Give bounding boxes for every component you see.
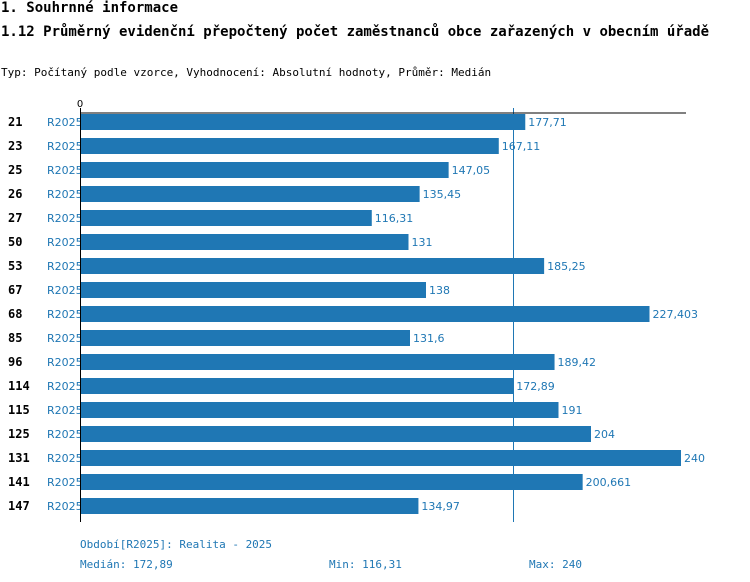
value-label: 172,89: [516, 380, 555, 393]
category-label: 25: [8, 163, 22, 177]
value-label: 131,6: [413, 332, 445, 345]
value-label: 177,71: [528, 116, 567, 129]
category-label: 114: [8, 379, 30, 393]
value-label: 131: [412, 236, 433, 249]
series-label: R2025: [47, 404, 83, 417]
series-label: R2025: [47, 284, 83, 297]
category-label: 96: [8, 355, 22, 369]
category-label: 50: [8, 235, 22, 249]
bar: [81, 498, 419, 514]
bar: [81, 426, 591, 442]
bar: [81, 378, 514, 394]
value-label: 134,97: [421, 500, 460, 513]
value-label: 185,25: [547, 260, 586, 273]
category-label: 53: [8, 259, 22, 273]
value-label: 116,31: [375, 212, 414, 225]
value-label: 138: [429, 284, 450, 297]
category-label: 125: [8, 427, 30, 441]
series-label: R2025: [47, 500, 83, 513]
category-label: 23: [8, 139, 22, 153]
category-label: 21: [8, 115, 22, 129]
series-label: R2025: [47, 332, 83, 345]
value-label: 200,661: [586, 476, 632, 489]
category-label: 68: [8, 307, 22, 321]
series-label: R2025: [47, 260, 83, 273]
value-label: 191: [562, 404, 583, 417]
category-label: 27: [8, 211, 22, 225]
value-label: 135,45: [423, 188, 462, 201]
series-label: R2025: [47, 476, 83, 489]
series-label: R2025: [47, 356, 83, 369]
series-label: R2025: [47, 212, 83, 225]
bar: [81, 306, 650, 322]
series-label: R2025: [47, 452, 83, 465]
bar: [81, 474, 583, 490]
series-label: R2025: [47, 116, 83, 129]
bar: [81, 210, 372, 226]
bar: [81, 330, 410, 346]
bar-chart: 21 R2025 177,71 23 R2025 167,11 25 R2025 147,05 2…: [8, 99, 705, 522]
category-label: 131: [8, 451, 30, 465]
bar: [81, 138, 499, 154]
bar: [81, 282, 426, 298]
footer-median: Medián: 172,89: [80, 558, 173, 571]
category-label: 67: [8, 283, 22, 297]
value-label: 227,403: [653, 308, 699, 321]
bar: [81, 162, 449, 178]
category-label: 141: [8, 475, 30, 489]
series-label: R2025: [47, 164, 83, 177]
bar: [81, 402, 559, 418]
value-label: 240: [684, 452, 705, 465]
series-label: R2025: [47, 308, 83, 321]
value-label: 189,42: [558, 356, 597, 369]
bar: [81, 354, 555, 370]
category-label: 85: [8, 331, 22, 345]
category-label: 115: [8, 403, 30, 417]
chart-title: 1.12 Průměrný evidenční přepočtený počet…: [1, 24, 710, 40]
bar: [81, 186, 420, 202]
category-label: 147: [8, 499, 30, 513]
chart-subtitle: Typ: Počítaný podle vzorce, Vyhodnocení:…: [1, 66, 492, 79]
footer-min: Min: 116,31: [329, 558, 402, 571]
series-label: R2025: [47, 380, 83, 393]
category-label: 26: [8, 187, 22, 201]
series-label: R2025: [47, 236, 83, 249]
footer-period: Období[R2025]: Realita - 2025: [80, 538, 273, 551]
bar: [81, 258, 545, 274]
bars-layer: 21 R2025 177,71 23 R2025 167,11 25 R2025 147,05 2…: [8, 114, 705, 514]
value-label: 167,11: [502, 140, 541, 153]
series-label: R2025: [47, 428, 83, 441]
value-label: 204: [594, 428, 615, 441]
value-label: 147,05: [452, 164, 491, 177]
bar: [81, 450, 681, 466]
footer-max: Max: 240: [529, 558, 582, 571]
bar: [81, 234, 409, 250]
bar: [81, 114, 526, 130]
section-heading: 1. Souhrnné informace: [1, 0, 179, 16]
series-label: R2025: [47, 188, 83, 201]
series-label: R2025: [47, 140, 83, 153]
axis-zero-label: 0: [77, 99, 83, 110]
